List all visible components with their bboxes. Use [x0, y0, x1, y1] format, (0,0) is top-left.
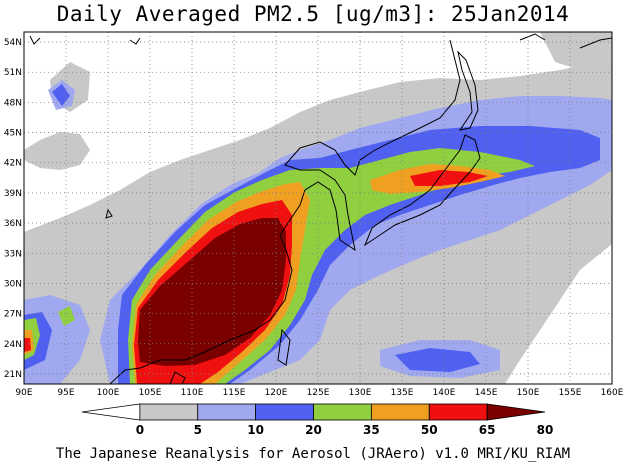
longitude-tick-label: 95E: [57, 388, 74, 398]
colorbar-level-label: 65: [479, 423, 496, 437]
contour-5-ne: [540, 32, 612, 70]
longitude-tick-label: 115E: [223, 388, 246, 398]
colorbar-level-label: 50: [421, 423, 438, 437]
colorbar-swatch: [197, 403, 257, 421]
latitude-tick-label: 45N: [4, 129, 22, 139]
longitude-tick-label: 150E: [517, 388, 540, 398]
colorbar-swatch: [313, 403, 372, 421]
longitude-tick-label: 90E: [15, 388, 32, 398]
colorbar-level-label: 20: [305, 423, 322, 437]
latitude-tick-label: 30N: [4, 279, 22, 289]
credit-line: The Japanese Reanalysis for Aerosol (JRA…: [55, 446, 571, 462]
map-title: Daily Averaged PM2.5 [ug/m3]: 25Jan2014: [56, 2, 570, 26]
coastlines: [29, 33, 612, 384]
lat-lon-grid: [24, 32, 612, 384]
longitude-tick-label: 155E: [559, 388, 582, 398]
colorbar-level-label: 0: [136, 423, 144, 437]
latitude-tick-label: 54N: [4, 38, 22, 48]
longitude-tick-label: 145E: [475, 388, 498, 398]
latitude-tick-label: 33N: [4, 249, 22, 259]
longitude-labels: 90E 95E 100E 105E 110E 115E 120E 125E 130E 135E 14…: [15, 388, 623, 398]
longitude-tick-label: 125E: [307, 388, 330, 398]
latitude-tick-label: 21N: [4, 370, 22, 380]
longitude-tick-label: 110E: [181, 388, 204, 398]
contour-20-nw: [52, 84, 70, 106]
longitude-tick-label: 120E: [265, 388, 288, 398]
latitude-labels: 21N 24N 27N 30N 33N 36N 39N 42N 45N 48N 51N 54N: [4, 38, 22, 380]
colorbar: 0 5 10 20 35 50 65 80: [81, 403, 554, 437]
longitude-tick-label: 160E: [601, 388, 624, 398]
colorbar-swatch: [139, 403, 199, 421]
latitude-tick-label: 24N: [4, 340, 22, 350]
latitude-tick-label: 39N: [4, 189, 22, 199]
contour-20-south: [395, 348, 480, 372]
longitude-tick-label: 130E: [349, 388, 372, 398]
colorbar-level-label: 10: [247, 423, 264, 437]
colorbar-swatch: [370, 403, 430, 421]
latitude-tick-label: 51N: [4, 68, 22, 78]
latitude-tick-label: 42N: [4, 159, 22, 169]
map-frame: [23, 31, 613, 385]
contour-65-west: [24, 338, 31, 352]
latitude-tick-label: 27N: [4, 310, 22, 320]
colorbar-swatch: [428, 403, 488, 421]
longitude-tick-label: 140E: [433, 388, 456, 398]
colorbar-level-label: 5: [194, 423, 202, 437]
contour-35-patch: [58, 306, 75, 326]
longitude-tick-label: 105E: [139, 388, 162, 398]
latitude-tick-label: 48N: [4, 98, 22, 108]
colorbar-level-label: 35: [363, 423, 380, 437]
colorbar-swatch: [255, 403, 314, 421]
colorbar-swatch: [486, 403, 546, 421]
colorbar-swatch: [81, 403, 141, 421]
contour-5-north: [24, 132, 90, 170]
longitude-tick-label: 100E: [97, 388, 120, 398]
contour-80: [138, 218, 286, 366]
longitude-tick-label: 135E: [391, 388, 414, 398]
latitude-tick-label: 36N: [4, 219, 22, 229]
colorbar-level-label: 80: [537, 423, 554, 437]
